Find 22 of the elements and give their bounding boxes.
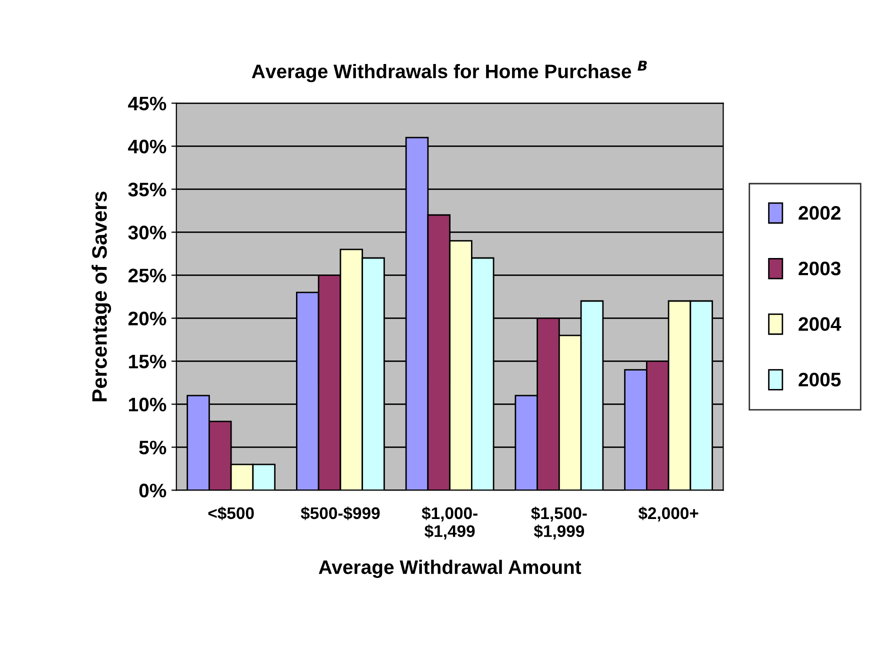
x-tick-label: $2,000+ — [638, 506, 698, 522]
y-tick-label: 0% — [139, 484, 166, 498]
y-axis-title: Percentage of Savers — [92, 192, 112, 402]
legend-label: 2003 — [798, 262, 841, 276]
y-tick-label: 35% — [128, 182, 166, 196]
x-tick-label: $1,500- $1,999 — [531, 506, 587, 540]
y-tick-label: 45% — [128, 96, 166, 110]
y-tick-label: 20% — [128, 312, 166, 326]
x-tick-label: $1,000- $1,499 — [422, 506, 478, 540]
legend-label: 2002 — [798, 206, 840, 220]
y-tick-label: 5% — [139, 440, 166, 454]
legend-label: 2005 — [798, 372, 841, 386]
chart-title: Average Withdrawals for Home Purchase $^{B}$ — [252, 60, 647, 82]
x-axis-title: Average Withdrawal Amount — [318, 560, 582, 578]
legend-label: 2004 — [798, 317, 842, 331]
x-tick-label: <$500 — [208, 506, 254, 520]
x-tick-label: $500-$999 — [300, 506, 380, 520]
y-tick-label: 40% — [128, 140, 166, 154]
y-tick-label: 10% — [128, 398, 166, 412]
y-tick-label: 25% — [128, 268, 166, 282]
y-tick-label: 30% — [128, 226, 166, 240]
y-tick-label: 15% — [128, 354, 166, 368]
